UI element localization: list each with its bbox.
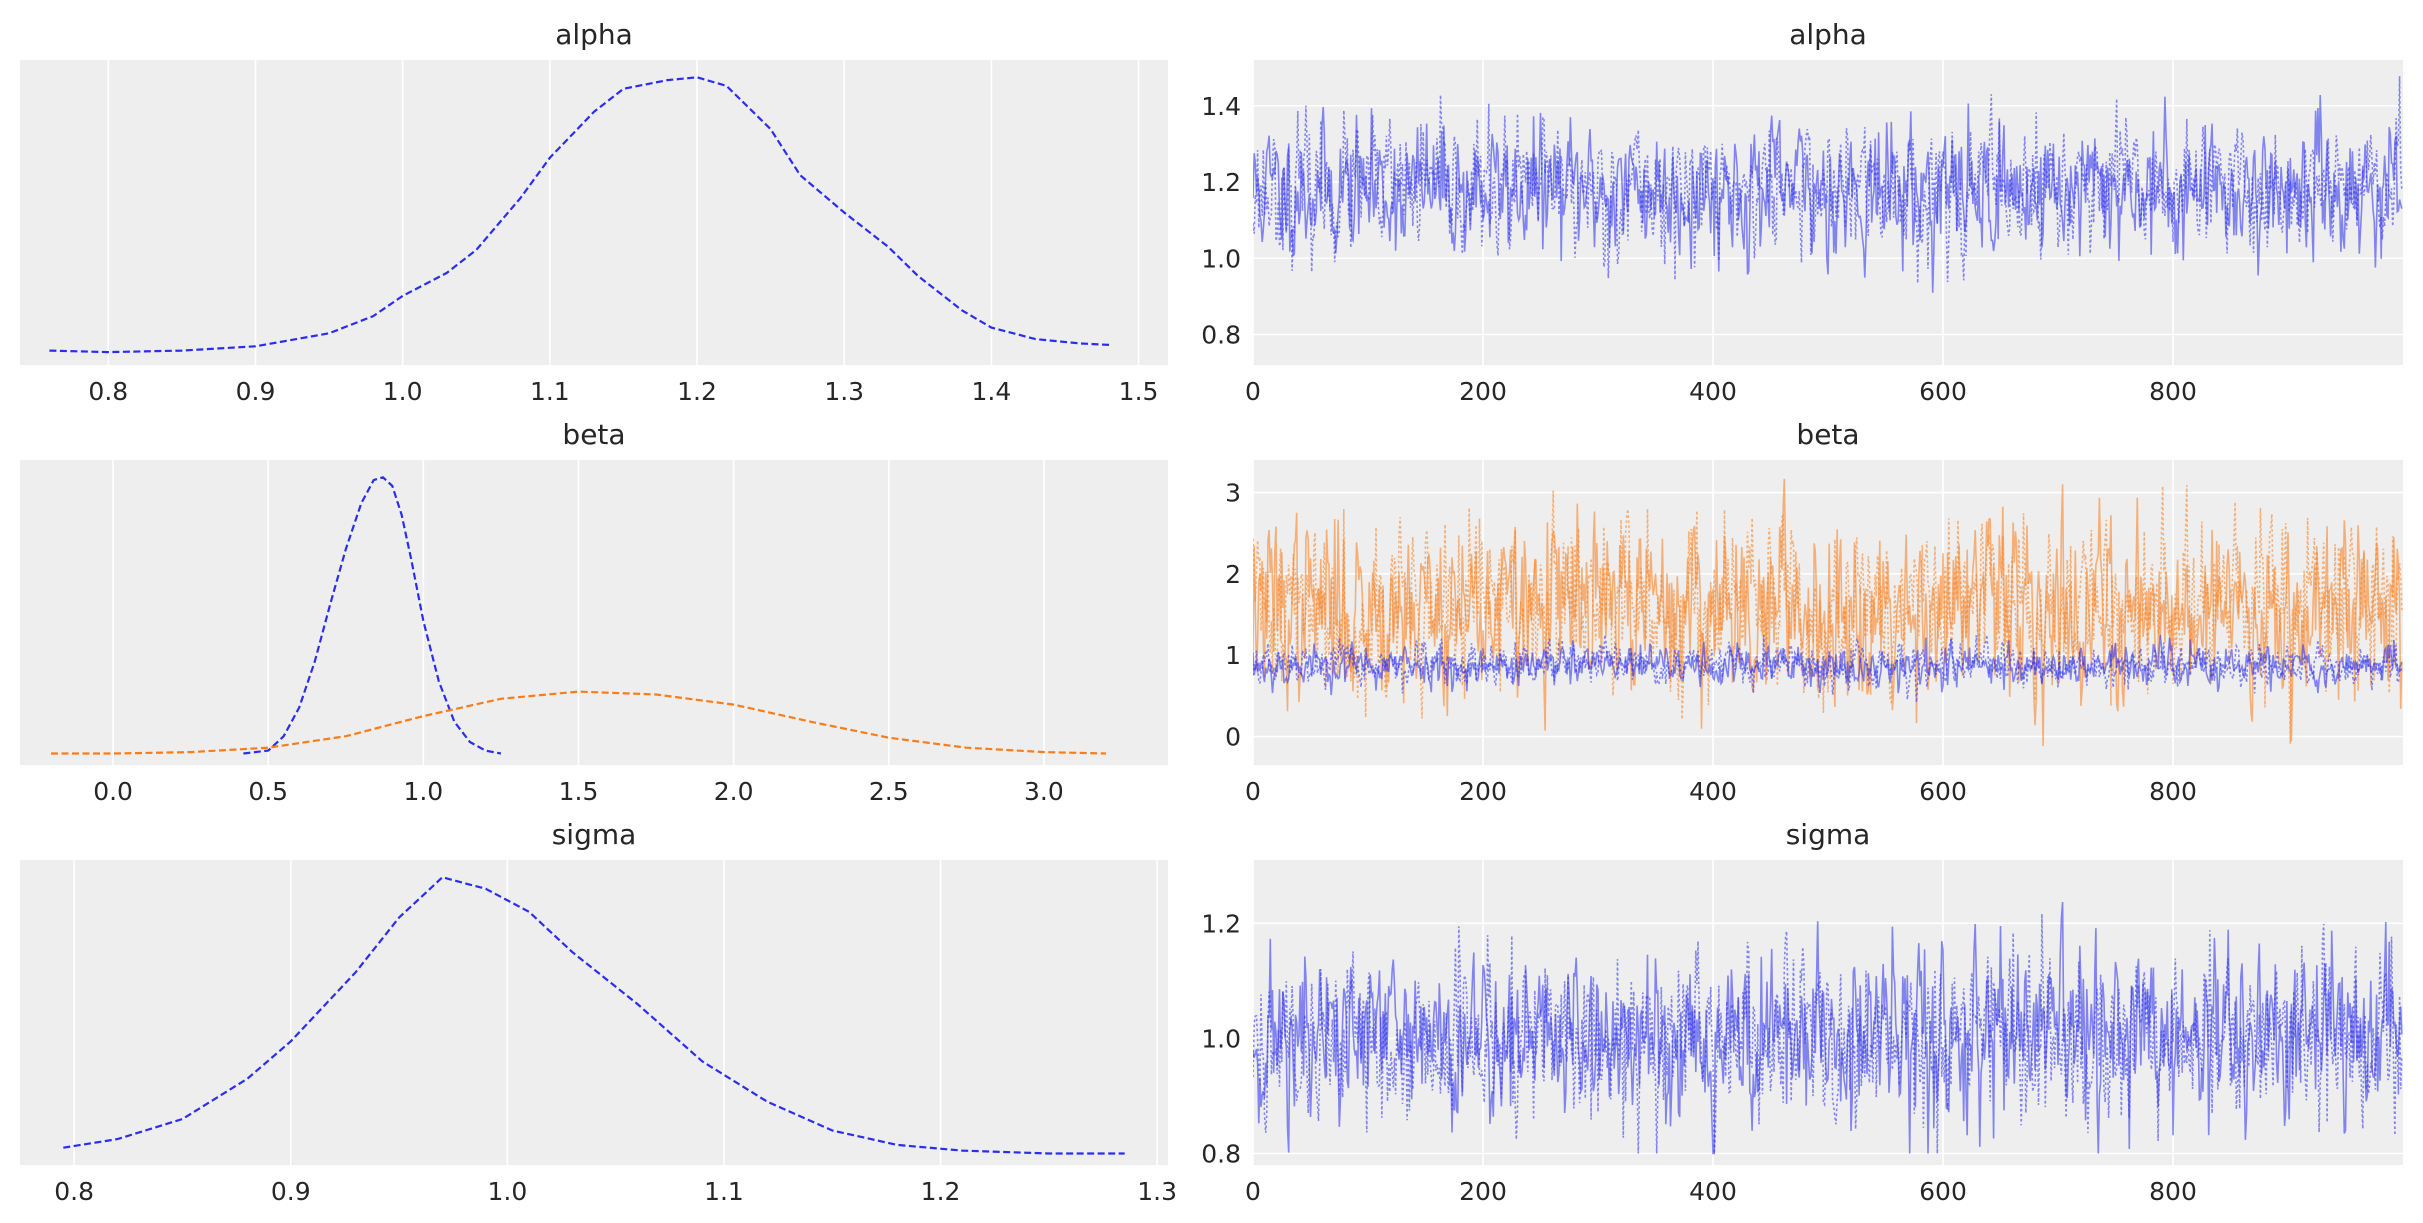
y-tick-label: 3 bbox=[1225, 479, 1241, 508]
x-tick-label: 2.0 bbox=[714, 777, 754, 806]
sigma-density-panel: 0.8 0.9 1.0 1.1 1.2 1.3 sigma bbox=[20, 818, 1177, 1206]
y-tick-label: 2 bbox=[1225, 560, 1241, 589]
panel-background bbox=[1253, 860, 2403, 1165]
x-tick-label: 0 bbox=[1245, 777, 1261, 806]
panel-title: alpha bbox=[1789, 18, 1867, 51]
y-tick-label: 1.2 bbox=[1201, 168, 1241, 197]
x-tick-label: 0.8 bbox=[88, 377, 128, 406]
panel-background bbox=[20, 860, 1168, 1165]
x-tick-label: 1.3 bbox=[824, 377, 864, 406]
y-tick-label: 1.2 bbox=[1201, 909, 1241, 938]
plot-area bbox=[1253, 76, 2403, 293]
x-tick-label: 1.2 bbox=[677, 377, 717, 406]
y-tick-label: 1 bbox=[1225, 641, 1241, 670]
plot-area bbox=[51, 476, 1106, 755]
plot-area bbox=[1253, 901, 2403, 1155]
x-tick-label: 0 bbox=[1245, 1177, 1261, 1206]
x-tick-label: 200 bbox=[1459, 777, 1507, 806]
x-tick-label: 1.1 bbox=[704, 1177, 744, 1206]
panel-title: sigma bbox=[552, 818, 637, 851]
x-tick-label: 2.5 bbox=[869, 777, 909, 806]
x-tick-label: 200 bbox=[1459, 1177, 1507, 1206]
trace-chain-2 bbox=[1253, 76, 2403, 284]
x-tick-label: 1.5 bbox=[1119, 377, 1159, 406]
x-tick-label: 1.0 bbox=[487, 1177, 527, 1206]
beta-density-panel: 0.0 0.5 1.0 1.5 2.0 2.5 3.0 beta bbox=[20, 418, 1168, 806]
x-tick-label: 400 bbox=[1689, 777, 1737, 806]
y-tick-label: 0.8 bbox=[1201, 321, 1241, 350]
trace-chain-1 bbox=[1253, 94, 2403, 293]
x-tick-label: 600 bbox=[1919, 777, 1967, 806]
x-tick-label: 0.8 bbox=[54, 1177, 94, 1206]
panel-title: beta bbox=[1796, 418, 1859, 451]
x-tick-label: 0.9 bbox=[271, 1177, 311, 1206]
panel-background bbox=[20, 460, 1168, 765]
x-tick-label: 600 bbox=[1919, 377, 1967, 406]
x-tick-label: 400 bbox=[1689, 377, 1737, 406]
y-tick-label: 1.0 bbox=[1201, 244, 1241, 273]
x-tick-label: 800 bbox=[2149, 1177, 2197, 1206]
y-tick-label: 0 bbox=[1225, 723, 1241, 752]
x-tick-label: 800 bbox=[2149, 777, 2197, 806]
x-tick-label: 0.5 bbox=[248, 777, 288, 806]
panel-title: beta bbox=[562, 418, 625, 451]
y-tick-label: 1.4 bbox=[1201, 92, 1241, 121]
x-tick-label: 1.5 bbox=[559, 777, 599, 806]
x-tick-label: 3.0 bbox=[1024, 777, 1064, 806]
x-tick-label: 1.0 bbox=[383, 377, 423, 406]
sigma-trace-panel: 0 200 400 600 800 0.8 1.0 1.2 sigma bbox=[1201, 818, 2403, 1206]
trace-chain-3 bbox=[1253, 634, 2403, 696]
panel-title: sigma bbox=[1786, 818, 1871, 851]
density-curve-1 bbox=[243, 476, 502, 755]
x-tick-label: 200 bbox=[1459, 377, 1507, 406]
panel-background bbox=[20, 60, 1168, 365]
panel-title: alpha bbox=[555, 18, 633, 51]
x-tick-label: 1.2 bbox=[921, 1177, 961, 1206]
x-tick-label: 0 bbox=[1245, 377, 1261, 406]
alpha-density-panel: 0.8 0.9 1.0 1.1 1.2 1.3 1.4 1.5 alpha bbox=[20, 18, 1168, 406]
plot-area bbox=[1253, 478, 2403, 747]
trace-chain-1 bbox=[1253, 901, 2403, 1155]
density-curve-1 bbox=[49, 76, 1110, 354]
x-tick-label: 0.0 bbox=[93, 777, 133, 806]
panel-background bbox=[1253, 60, 2403, 365]
y-tick-label: 1.0 bbox=[1201, 1024, 1241, 1053]
x-tick-label: 600 bbox=[1919, 1177, 1967, 1206]
trace-chain-4 bbox=[1253, 634, 2403, 703]
x-tick-label: 1.4 bbox=[972, 377, 1012, 406]
plot-area bbox=[49, 76, 1110, 354]
x-tick-label: 1.3 bbox=[1137, 1177, 1177, 1206]
x-tick-label: 1.1 bbox=[530, 377, 570, 406]
trace-chain-2 bbox=[1253, 913, 2403, 1154]
x-tick-label: 1.0 bbox=[403, 777, 443, 806]
x-tick-label: 800 bbox=[2149, 377, 2197, 406]
y-tick-label: 0.8 bbox=[1201, 1139, 1241, 1168]
x-tick-label: 400 bbox=[1689, 1177, 1737, 1206]
beta-trace-panel: 0 200 400 600 800 0 1 2 3 beta bbox=[1225, 418, 2403, 806]
trace-chain-2 bbox=[1253, 485, 2403, 744]
alpha-trace-panel: 0 200 400 600 800 0.8 1.0 1.2 1.4 alpha bbox=[1201, 18, 2403, 406]
x-tick-label: 0.9 bbox=[236, 377, 276, 406]
